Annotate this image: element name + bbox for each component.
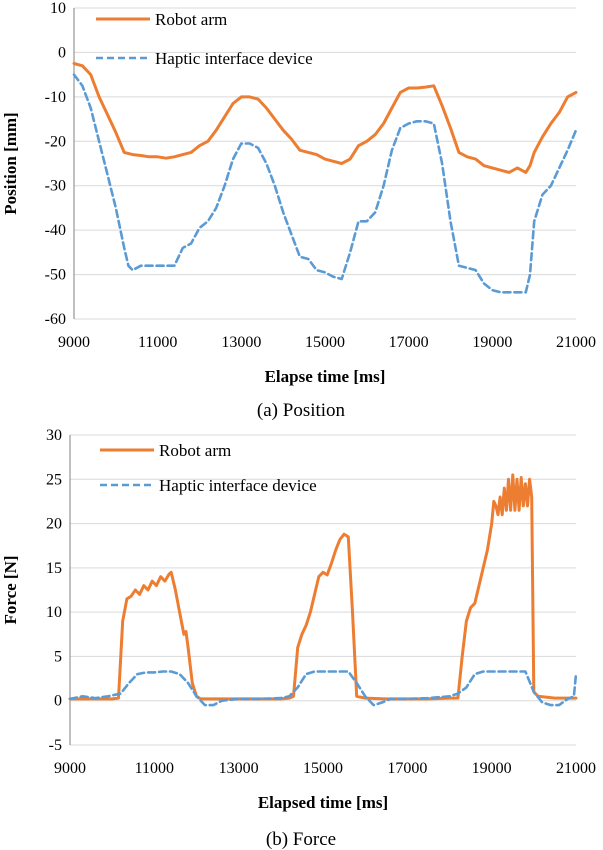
position-x-axis-label: Elapse time [ms] xyxy=(265,367,386,386)
x-tick-label: 11000 xyxy=(138,334,177,351)
y-tick-label: 20 xyxy=(46,516,62,533)
legend-robot-arm-label: Robot arm xyxy=(155,10,227,29)
x-tick-label: 19000 xyxy=(472,334,512,351)
position-gridlines xyxy=(73,7,576,320)
y-tick-label: 10 xyxy=(46,604,62,621)
force-y-axis-label: Force [N] xyxy=(1,555,20,624)
x-tick-label: 15000 xyxy=(305,334,345,351)
series-haptic-device-line xyxy=(68,670,578,707)
legend-haptic-device-label: Haptic interface device xyxy=(159,476,317,495)
y-tick-label: -40 xyxy=(45,222,66,239)
legend-robot-arm-label: Robot arm xyxy=(159,441,231,460)
y-tick-label: -60 xyxy=(45,311,66,328)
y-tick-label: -30 xyxy=(45,178,66,195)
x-tick-label: 17000 xyxy=(389,334,429,351)
series-robot-arm-line xyxy=(68,473,578,701)
position-x-ticks: 9000 11000 13000 15000 17000 19000 21000 xyxy=(58,334,596,351)
force-caption: (b) Force xyxy=(266,829,336,850)
force-x-axis-label: Elapsed time [ms] xyxy=(258,793,388,812)
legend-haptic-device-label: Haptic interface device xyxy=(155,49,313,68)
y-tick-label: -5 xyxy=(49,737,62,754)
force-x-ticks: 9000 11000 13000 15000 17000 19000 21000 xyxy=(54,760,596,777)
force-y-ticks: 30 25 20 15 10 5 0 -5 xyxy=(46,427,62,754)
y-tick-label: 0 xyxy=(54,693,62,710)
x-tick-label: 15000 xyxy=(303,760,343,777)
x-tick-label: 19000 xyxy=(472,760,512,777)
x-tick-label: 17000 xyxy=(387,760,427,777)
x-tick-label: 13000 xyxy=(219,760,259,777)
series-haptic-device-line xyxy=(72,73,578,294)
x-tick-label: 13000 xyxy=(221,334,261,351)
series-robot-arm-line xyxy=(72,62,578,174)
x-tick-label: 21000 xyxy=(556,334,596,351)
y-tick-label: 10 xyxy=(50,0,66,17)
force-chart: 30 25 20 15 10 5 0 -5 9000 11000 13000 15000 17000 1… xyxy=(1,427,596,850)
position-y-ticks: 10 0 -10 -20 -30 -40 -50 -60 xyxy=(45,0,66,328)
y-tick-label: 25 xyxy=(46,471,62,488)
position-series xyxy=(72,62,578,294)
y-tick-label: 0 xyxy=(58,44,66,61)
y-tick-label: -50 xyxy=(45,267,66,284)
force-series xyxy=(68,473,578,707)
y-tick-label: -20 xyxy=(45,133,66,150)
position-chart: 10 0 -10 -20 -30 -40 -50 -60 9000 11000 13000 1500… xyxy=(1,0,596,421)
force-legend: Robot arm Haptic interface device xyxy=(100,441,317,495)
position-y-axis-label: Position [mm] xyxy=(1,112,20,214)
force-gridlines xyxy=(69,434,576,746)
x-tick-label: 21000 xyxy=(556,760,596,777)
y-tick-label: 5 xyxy=(54,648,62,665)
x-tick-label: 9000 xyxy=(58,334,90,351)
y-tick-label: 15 xyxy=(46,560,62,577)
x-tick-label: 11000 xyxy=(135,760,174,777)
y-tick-label: -10 xyxy=(45,89,66,106)
position-caption: (a) Position xyxy=(257,400,346,421)
position-legend: Robot arm Haptic interface device xyxy=(96,10,313,68)
x-tick-label: 9000 xyxy=(54,760,86,777)
y-tick-label: 30 xyxy=(46,427,62,444)
